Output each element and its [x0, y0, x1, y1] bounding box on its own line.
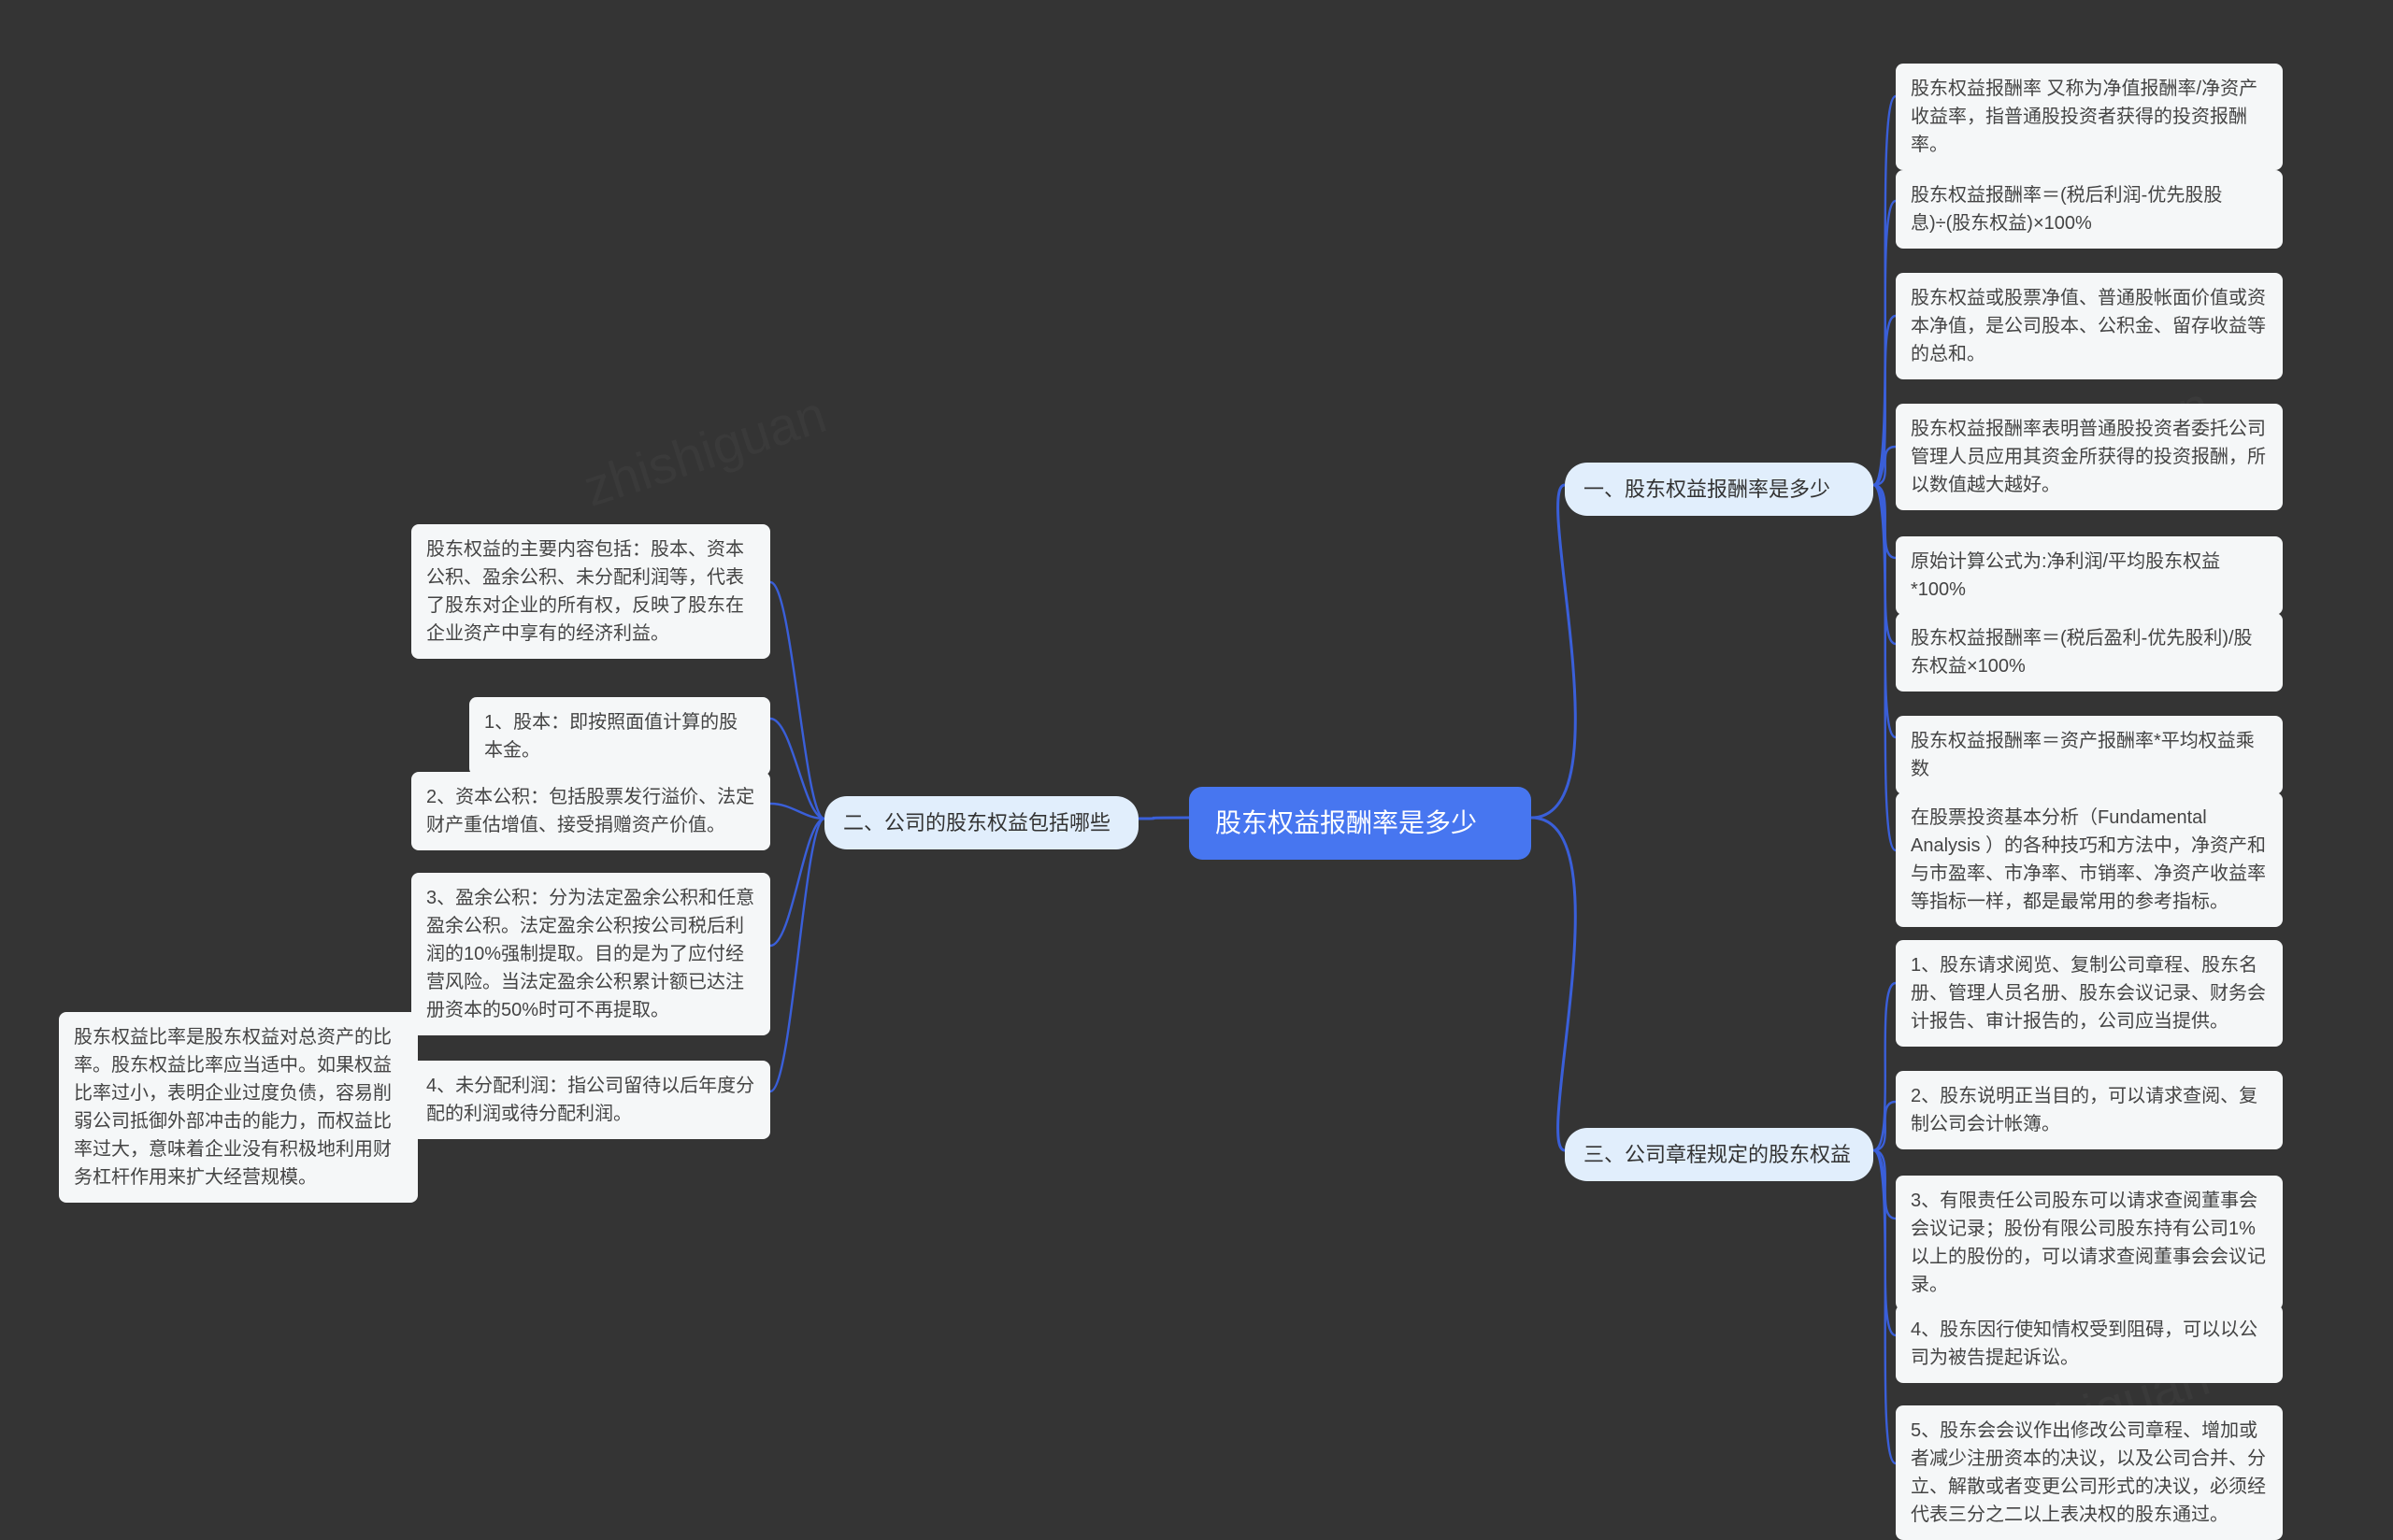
leaf-b3-3[interactable]: 3、有限责任公司股东可以请求查阅董事会会议记录；股份有限公司股东持有公司1%以上… [1896, 1176, 2283, 1310]
leaf-b1-2[interactable]: 股东权益报酬率＝(税后利润-优先股股息)÷(股东权益)×100% [1896, 170, 2283, 249]
leaf-b3-4[interactable]: 4、股东因行使知情权受到阻碍，可以以公司为被告提起诉讼。 [1896, 1305, 2283, 1383]
leaf-b3-1[interactable]: 1、股东请求阅览、复制公司章程、股东名册、管理人员名册、股东会议记录、财务会计报… [1896, 940, 2283, 1047]
branch-3[interactable]: 三、公司章程规定的股东权益 [1565, 1128, 1873, 1181]
leaf-b1-6[interactable]: 股东权益报酬率＝(税后盈利-优先股利)/股东权益×100% [1896, 613, 2283, 692]
branch-2[interactable]: 二、公司的股东权益包括哪些 [824, 796, 1139, 849]
leaf-b3-2[interactable]: 2、股东说明正当目的，可以请求查阅、复制公司会计帐簿。 [1896, 1071, 2283, 1149]
leaf-b2-5[interactable]: 4、未分配利润：指公司留待以后年度分配的利润或待分配利润。 [411, 1061, 770, 1139]
leaf-b2-4[interactable]: 3、盈余公积：分为法定盈余公积和任意盈余公积。法定盈余公积按公司税后利润的10%… [411, 873, 770, 1035]
leaf-b1-3[interactable]: 股东权益或股票净值、普通股帐面价值或资本净值，是公司股本、公积金、留存收益等的总… [1896, 273, 2283, 379]
leaf-b1-5[interactable]: 原始计算公式为:净利润/平均股东权益*100% [1896, 536, 2283, 615]
leaf-b1-8[interactable]: 在股票投资基本分析（Fundamental Analysis ）的各种技巧和方法… [1896, 792, 2283, 927]
leaf-b2-3[interactable]: 2、资本公积：包括股票发行溢价、法定财产重估增值、接受捐赠资产价值。 [411, 772, 770, 850]
root-node[interactable]: 股东权益报酬率是多少 [1189, 787, 1531, 860]
leaf-b2-6[interactable]: 股东权益比率是股东权益对总资产的比率。股东权益比率应当适中。如果权益比率过小，表… [59, 1012, 418, 1203]
watermark: zhishiguan [577, 383, 834, 519]
leaf-b1-1[interactable]: 股东权益报酬率 又称为净值报酬率/净资产收益率，指普通股投资者获得的投资报酬率。 [1896, 64, 2283, 170]
leaf-b1-7[interactable]: 股东权益报酬率＝资产报酬率*平均权益乘数 [1896, 716, 2283, 794]
leaf-b2-2[interactable]: 1、股本：即按照面值计算的股本金。 [469, 697, 770, 776]
branch-1[interactable]: 一、股东权益报酬率是多少 [1565, 463, 1873, 516]
leaf-b3-5[interactable]: 5、股东会会议作出修改公司章程、增加或者减少注册资本的决议，以及公司合并、分立、… [1896, 1405, 2283, 1540]
leaf-b2-1[interactable]: 股东权益的主要内容包括：股本、资本公积、盈余公积、未分配利润等，代表了股东对企业… [411, 524, 770, 659]
leaf-b1-4[interactable]: 股东权益报酬率表明普通股投资者委托公司管理人员应用其资金所获得的投资报酬，所以数… [1896, 404, 2283, 510]
